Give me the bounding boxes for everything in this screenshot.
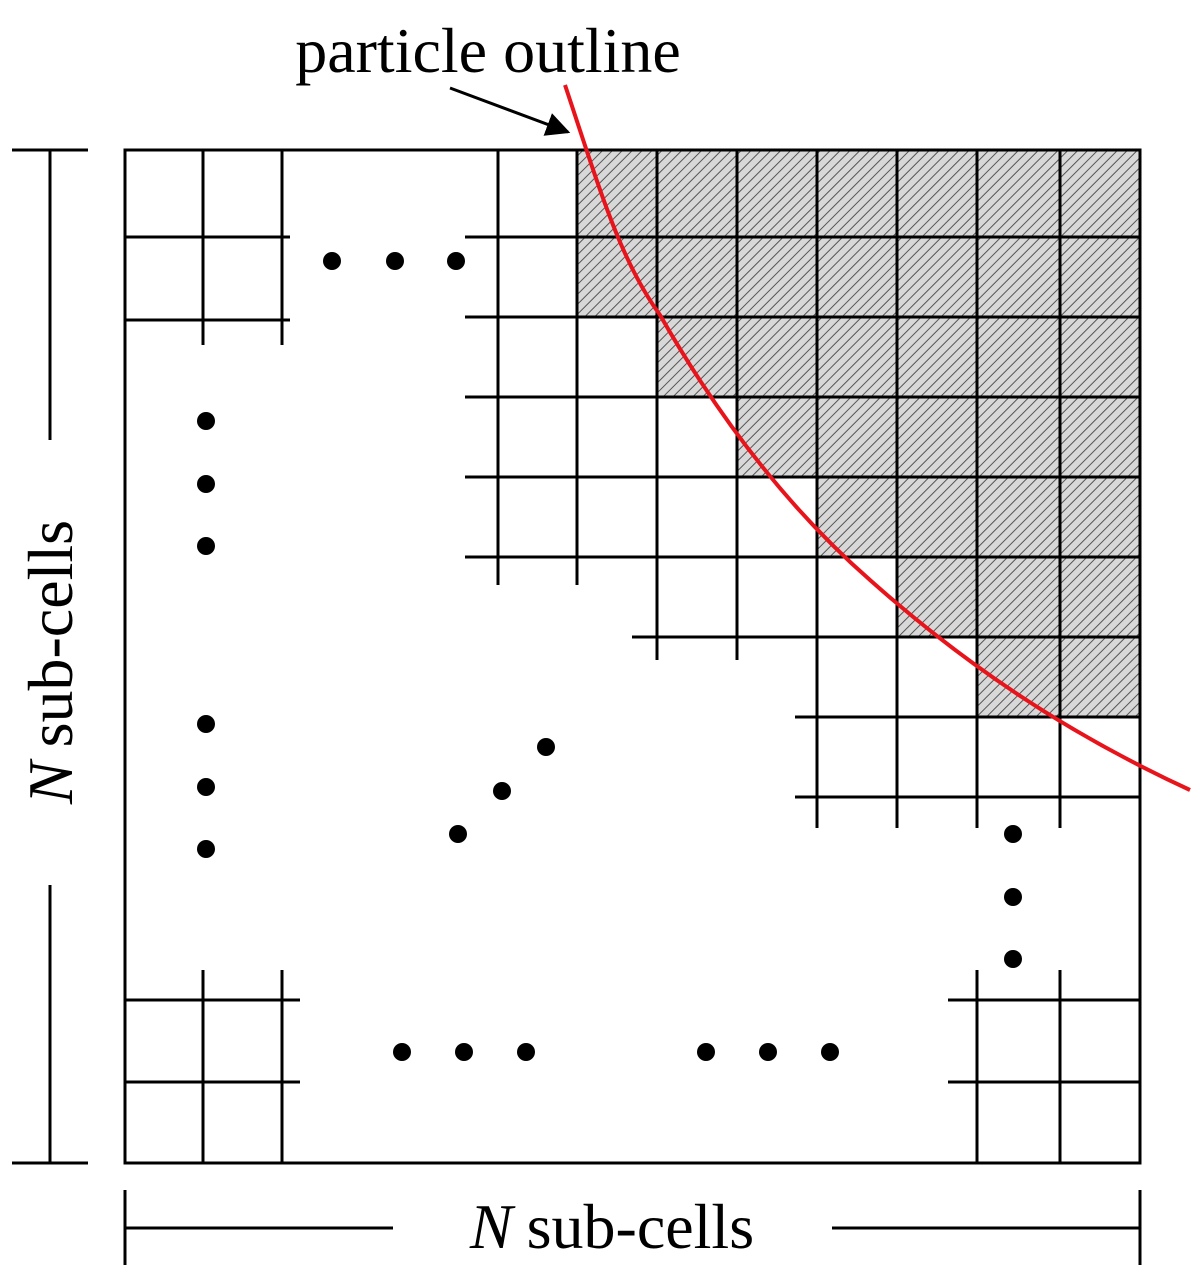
dimension-symbol: N (15, 758, 86, 805)
dot (197, 840, 215, 858)
dot (447, 252, 465, 270)
dot (517, 1043, 535, 1061)
dot (393, 1043, 411, 1061)
dot (537, 738, 555, 756)
dot (821, 1043, 839, 1061)
hatched-cell (577, 150, 1140, 237)
particle-outline-curve (563, 84, 1191, 792)
dot (1004, 888, 1022, 906)
height-dimension-label: Nsub-cells (15, 520, 86, 805)
sub-cell-grid (125, 150, 1140, 1163)
dot (386, 252, 404, 270)
dot (323, 252, 341, 270)
dot (1004, 825, 1022, 843)
dot (1004, 950, 1022, 968)
dimension-text: sub-cells (15, 520, 86, 748)
dot (197, 475, 215, 493)
dot (197, 537, 215, 555)
dot (455, 1043, 473, 1061)
dot (697, 1043, 715, 1061)
dot (449, 825, 467, 843)
cell-border (123, 148, 1142, 1165)
hatched-cell (577, 237, 1140, 317)
hatched-cell (737, 397, 1140, 477)
dot (197, 412, 215, 430)
dot (493, 782, 511, 800)
dot (197, 778, 215, 796)
hatched-cells (577, 150, 1140, 717)
width-dimension-line (123, 1190, 1142, 1265)
ellipsis-dots (197, 252, 1022, 1061)
dimension-symbol: N (469, 1191, 516, 1262)
height-dimension-line (12, 148, 88, 1165)
annotation-arrow (449, 86, 571, 136)
dot (759, 1043, 777, 1061)
hatched-cell (897, 557, 1140, 637)
annotation-label: particle outline (295, 15, 681, 86)
dot (197, 715, 215, 733)
dimension-text: sub-cells (527, 1191, 755, 1262)
